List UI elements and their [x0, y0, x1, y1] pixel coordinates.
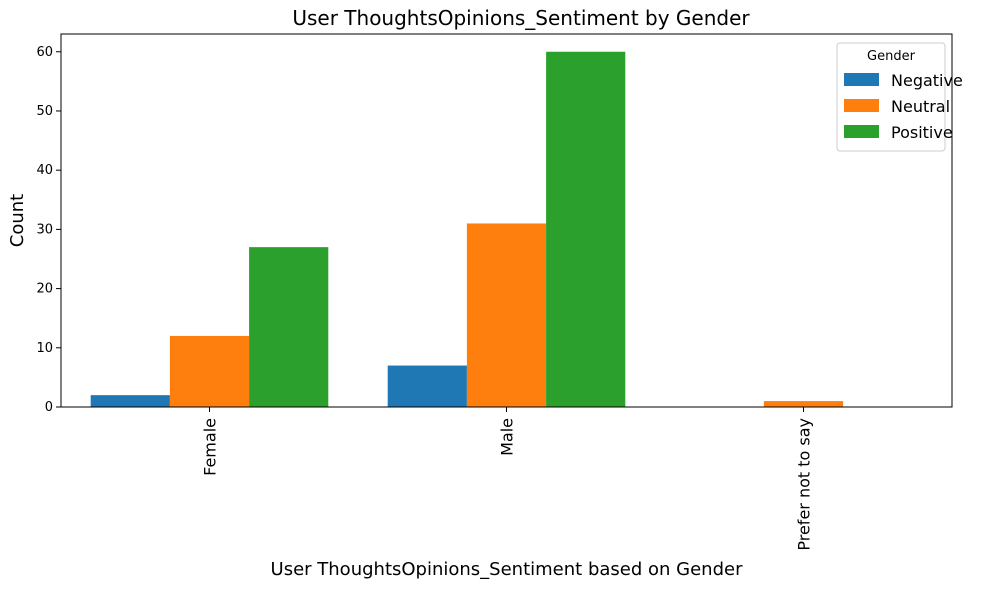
x-tick-label: Male [498, 418, 517, 456]
chart-title: User ThoughtsOpinions_Sentiment by Gende… [292, 6, 750, 30]
bar-negative-male [387, 365, 467, 407]
x-axis-title: User ThoughtsOpinions_Sentiment based on… [271, 559, 744, 580]
bar-positive-male [546, 51, 626, 407]
legend-swatch-neutral [844, 99, 879, 112]
y-axis: 0 10 20 30 40 50 60 [36, 45, 61, 415]
y-tick-label: 40 [36, 163, 53, 178]
x-axis: Female Male Prefer not to say [201, 407, 814, 551]
y-axis-title: Count [7, 194, 28, 247]
legend-swatch-negative [844, 73, 879, 86]
legend-label-positive: Positive [891, 123, 953, 142]
legend: Gender Negative Neutral Positive [836, 42, 963, 152]
x-tick-label: Female [201, 418, 220, 476]
y-tick-label: 30 [36, 222, 53, 237]
x-tick-label: Prefer not to say [795, 418, 814, 551]
y-tick-label: 60 [36, 45, 53, 60]
y-tick-label: 20 [36, 282, 53, 297]
bar-neutral-prefer-not-to-say [763, 401, 844, 407]
y-tick-label: 10 [36, 341, 53, 356]
plot-frame [60, 33, 953, 408]
bar-neutral-female [169, 335, 250, 407]
bar-negative-female [90, 395, 170, 407]
legend-label-negative: Negative [891, 71, 963, 90]
legend-swatch-positive [844, 125, 879, 138]
y-tick-label: 50 [36, 104, 53, 119]
legend-box [836, 42, 946, 152]
legend-title: Gender [867, 49, 916, 64]
bar-neutral-male [466, 223, 547, 407]
bar-positive-female [249, 247, 329, 407]
legend-label-neutral: Neutral [891, 97, 950, 116]
bars-group [90, 51, 844, 407]
y-tick-label: 0 [45, 400, 53, 415]
